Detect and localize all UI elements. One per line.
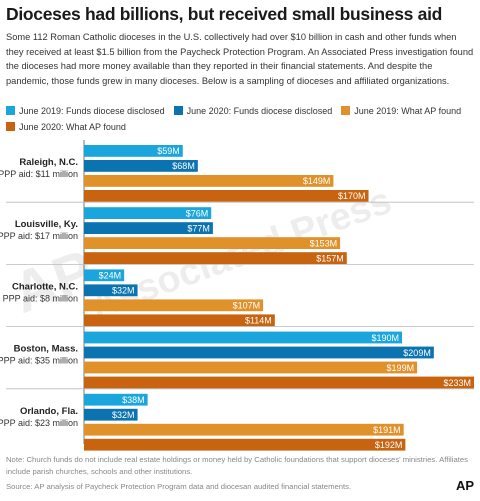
bar xyxy=(84,222,213,234)
legend-label: June 2019: Funds diocese disclosed xyxy=(19,106,165,116)
bar-value-label: $32M xyxy=(112,410,135,420)
legend-label: June 2020: What AP found xyxy=(19,121,126,132)
legend-label: June 2019: What AP found xyxy=(354,106,462,116)
bar-value-label: $24M xyxy=(99,271,122,281)
bar xyxy=(84,314,275,327)
category-label: Louisville, Ky. xyxy=(15,219,78,230)
bar-value-label: $170M xyxy=(338,191,366,201)
bar-value-label: $107M xyxy=(233,301,261,311)
ppp-aid-label: PPP aid: $8 million xyxy=(3,293,78,303)
bar xyxy=(84,299,264,312)
bar xyxy=(84,346,434,359)
bar xyxy=(84,175,334,187)
bar-value-label: $114M xyxy=(245,316,272,326)
bar-value-label: $199M xyxy=(387,363,415,373)
bar xyxy=(84,423,404,436)
bar-value-label: $233M xyxy=(443,378,471,388)
legend-swatch xyxy=(341,106,351,115)
bar xyxy=(84,190,369,202)
bar xyxy=(84,408,138,421)
legend: June 2019: Funds diocese disclosed June 2… xyxy=(6,104,476,135)
bar xyxy=(84,269,125,282)
bar xyxy=(84,376,474,389)
bar-value-label: $157M xyxy=(316,253,344,263)
ppp-aid-label: PPP aid: $17 million xyxy=(0,231,78,241)
ppp-aid-label: PPP aid: $11 million xyxy=(0,169,78,179)
bar-value-label: $76M xyxy=(186,208,209,218)
legend-item: June 2019: Funds diocese disclosed xyxy=(6,104,165,120)
legend-label: June 2020: Funds diocese disclosed xyxy=(186,106,333,116)
chart-subtitle: Some 112 Roman Catholic dioceses in the … xyxy=(6,32,474,86)
category-label: Raleigh, N.C. xyxy=(19,157,78,168)
bar-value-label: $77M xyxy=(187,223,210,233)
category-label: Charlotte, N.C. xyxy=(12,281,78,292)
bar-value-label: $153M xyxy=(310,238,338,248)
bar xyxy=(84,438,406,451)
bar-value-label: $68M xyxy=(172,161,195,171)
ap-logo: AP xyxy=(455,478,474,493)
category-label: Boston, Mass. xyxy=(14,344,78,355)
bar xyxy=(84,361,418,374)
bar xyxy=(84,252,347,264)
chart-note: Note: Church funds do not include real e… xyxy=(6,455,468,476)
legend-swatch xyxy=(6,106,15,115)
bar-value-label: $59M xyxy=(157,146,180,156)
bar-value-label: $38M xyxy=(122,395,145,405)
bar xyxy=(84,284,138,297)
ppp-aid-label: PPP aid: $35 million xyxy=(0,356,78,366)
ppp-aid-label: PPP aid: $23 million xyxy=(0,418,78,428)
bar xyxy=(84,207,212,219)
bar-value-label: $192M xyxy=(375,440,403,450)
bar xyxy=(84,145,183,157)
chart-title: Dioceses had billions, but received smal… xyxy=(6,4,443,24)
bar-value-label: $149M xyxy=(303,176,331,186)
legend-item: June 2020: What AP found xyxy=(6,120,126,136)
bar-value-label: $209M xyxy=(403,348,431,358)
legend-item: June 2019: What AP found xyxy=(341,104,461,120)
chart-source: Source: AP analysis of Paycheck Protecti… xyxy=(6,482,352,491)
bar xyxy=(84,393,148,406)
bar xyxy=(84,160,198,172)
bar-value-label: $190M xyxy=(371,333,399,343)
legend-item: June 2020: Funds diocese disclosed xyxy=(173,104,333,120)
bar-value-label: $191M xyxy=(373,425,401,435)
bar-value-label: $32M xyxy=(112,286,135,296)
bar xyxy=(84,331,403,344)
legend-swatch xyxy=(173,106,183,115)
bar xyxy=(84,237,341,249)
legend-swatch xyxy=(6,121,15,131)
category-label: Orlando, Fla. xyxy=(20,406,78,417)
